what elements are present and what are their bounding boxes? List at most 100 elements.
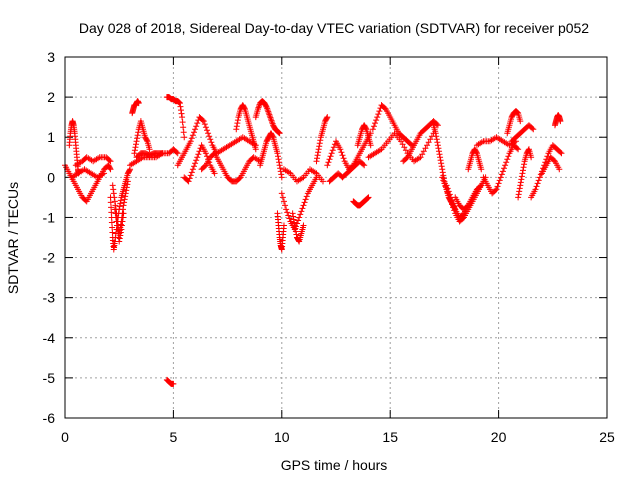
data-point <box>301 199 308 206</box>
data-point <box>111 194 118 201</box>
y-tick-label: -4 <box>43 330 56 346</box>
data-point <box>497 174 504 181</box>
data-point <box>494 183 501 190</box>
x-tick-label: 15 <box>382 429 398 445</box>
chart-title: Day 028 of 2018, Sidereal Day-to-day VTE… <box>79 20 589 36</box>
data-point <box>326 156 333 163</box>
data-point <box>188 169 195 176</box>
series-arc-ar <box>538 154 563 177</box>
series-arc-x <box>280 166 326 185</box>
data-point <box>199 117 206 124</box>
data-point <box>280 222 287 229</box>
data-point <box>544 153 551 160</box>
data-point <box>116 238 123 245</box>
data-point <box>533 183 540 190</box>
x-tick-label: 10 <box>274 429 290 445</box>
data-point <box>502 162 509 169</box>
data-point <box>276 129 283 136</box>
data-point <box>123 187 130 194</box>
data-point <box>374 114 381 121</box>
series-arc-aa <box>326 158 368 185</box>
series-arc-l <box>163 94 188 141</box>
data-point <box>297 211 304 218</box>
data-point <box>196 148 203 155</box>
data-point <box>303 193 310 200</box>
data-point <box>189 132 196 139</box>
data-point <box>373 117 380 124</box>
data-point <box>116 235 123 242</box>
data-point <box>134 135 141 142</box>
data-point <box>372 120 379 127</box>
data-point <box>280 198 287 205</box>
data-point <box>314 152 321 159</box>
data-point <box>177 103 184 110</box>
data-point <box>276 162 283 169</box>
data-point <box>516 188 523 195</box>
data-point <box>361 162 368 169</box>
data-point <box>362 125 369 132</box>
data-point <box>399 141 406 148</box>
x-tick-label: 5 <box>170 429 178 445</box>
series-arc-as <box>551 112 564 129</box>
data-point <box>556 166 563 173</box>
data-point <box>364 194 371 201</box>
data-point <box>295 217 302 224</box>
data-point <box>532 186 539 193</box>
data-point <box>473 149 480 156</box>
data-point <box>108 204 115 211</box>
data-point <box>375 111 382 118</box>
data-point <box>558 150 565 157</box>
data-point <box>401 144 408 151</box>
data-point <box>300 202 307 209</box>
data-point <box>293 231 300 238</box>
data-point <box>252 146 259 153</box>
data-point <box>176 99 183 106</box>
data-point <box>122 193 129 200</box>
data-point <box>117 232 124 239</box>
series-arc-aj <box>452 182 485 213</box>
data-point <box>269 133 276 140</box>
data-point <box>517 179 524 186</box>
data-point <box>519 167 526 174</box>
data-point <box>317 137 324 144</box>
series-arc-an <box>504 108 524 137</box>
data-point <box>319 178 326 185</box>
data-point <box>109 182 116 189</box>
data-point <box>207 136 214 143</box>
y-tick-label: -1 <box>43 209 56 225</box>
data-point <box>444 185 451 192</box>
data-point <box>424 142 431 149</box>
data-point <box>316 143 323 150</box>
data-point <box>503 159 510 166</box>
y-tick-label: 3 <box>47 49 55 65</box>
data-point <box>276 130 283 137</box>
series-arc-ab <box>350 194 372 209</box>
data-point <box>435 148 442 155</box>
data-point <box>278 171 285 178</box>
data-point <box>126 167 133 174</box>
data-point <box>515 191 522 198</box>
data-point <box>276 159 283 166</box>
data-point <box>195 151 202 158</box>
data-point <box>133 138 140 145</box>
data-point <box>202 150 209 157</box>
data-point <box>116 203 123 210</box>
series-arc-i <box>131 118 153 157</box>
data-point <box>425 139 432 146</box>
data-point <box>295 237 302 244</box>
data-point <box>437 154 444 161</box>
series-arc-g <box>111 206 127 245</box>
data-point <box>175 99 182 106</box>
data-point <box>440 177 447 184</box>
data-point <box>477 183 484 190</box>
data-point <box>300 222 307 229</box>
data-point <box>205 130 212 137</box>
data-point <box>402 147 409 154</box>
data-point <box>204 127 211 134</box>
series-arc-v <box>278 174 320 233</box>
data-point <box>211 170 218 177</box>
data-point <box>433 133 440 140</box>
data-point <box>537 171 544 178</box>
data-point <box>439 174 446 181</box>
series-arc-w <box>289 210 307 245</box>
